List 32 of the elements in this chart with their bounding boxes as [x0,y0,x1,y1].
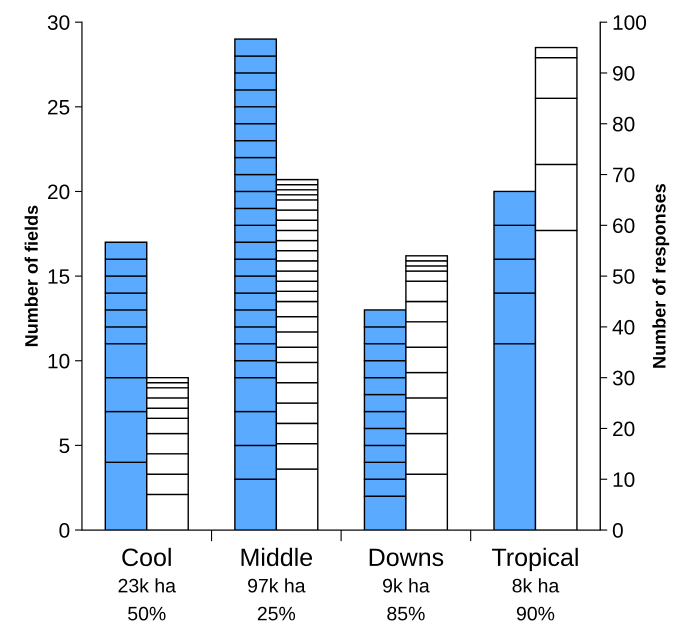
y-tick-label: 0 [59,523,70,538]
y2-tick-label: 50 [612,269,634,284]
y-tick-label: 20 [48,184,70,200]
y2-axis-title: Number of responses [652,184,670,368]
text: 85% [387,606,425,620]
y2-tick-label: 100 [614,15,646,30]
y2-tick-label: 80 [612,116,634,132]
text: 97k ha [248,578,306,593]
text: 23k ha [118,578,176,593]
x-tick-label: Cool [122,548,171,566]
text: 9k ha [383,578,430,593]
x-tick-label: Downs [370,548,444,566]
y-tick-label: 10 [48,354,70,368]
y2-tick-label: 60 [613,218,634,234]
y-axis-title: Number of fields [24,206,38,346]
text: 25% [258,606,296,620]
text: 8k ha [512,578,560,593]
x-tick-label: Tropical [492,548,578,572]
y-tick-label: 30 [48,15,70,30]
text: 90% [516,606,554,620]
y-tick-label: 15 [48,269,70,284]
y2-tick-label: 90 [613,66,634,81]
y-tick-label: 25 [48,100,70,115]
x-tick-label: Middle [242,548,312,566]
y2-tick-label: 70 [613,168,634,182]
y2-tick-label: 0 [612,523,623,538]
y2-tick-label: 20 [613,421,634,436]
y2-tick-label: 30 [612,370,634,386]
y2-tick-label: 40 [612,320,634,335]
y2-tick-label: 10 [614,472,634,487]
y-tick-label: 5 [59,438,70,454]
text: 50% [128,606,166,620]
